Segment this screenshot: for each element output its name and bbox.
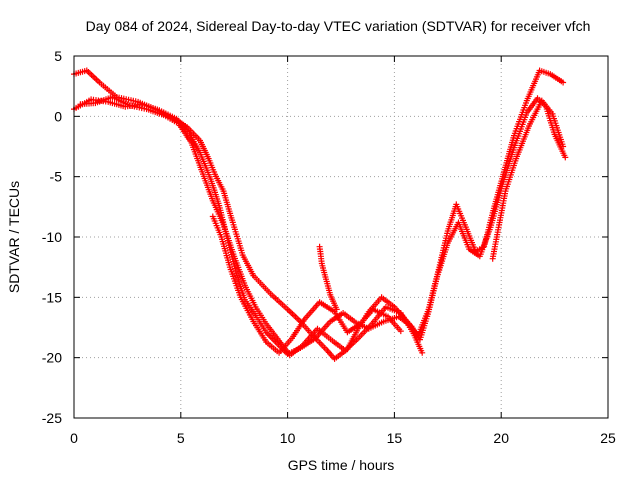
y-tick-label: -15 xyxy=(42,289,62,305)
data-layer xyxy=(71,67,569,362)
series-markers xyxy=(77,94,426,359)
chart-title: Day 084 of 2024, Sidereal Day-to-day VTE… xyxy=(86,18,591,34)
x-tick-label: 0 xyxy=(70,430,78,446)
x-tick-label: 10 xyxy=(280,430,296,446)
x-axis-label: GPS time / hours xyxy=(288,457,395,473)
y-axis-label: SDTVAR / TECUs xyxy=(6,181,22,293)
series-markers xyxy=(489,97,567,262)
series-track-c xyxy=(77,94,426,359)
y-tick-label: -20 xyxy=(42,350,62,366)
x-tick-label: 20 xyxy=(493,430,509,446)
tick-layer: 0 5 10 15 20 25 5 0 -5 -10 -15 -20 -25 xyxy=(42,48,616,446)
series-track-e xyxy=(316,243,340,313)
y-tick-label: -5 xyxy=(50,169,63,185)
x-tick-label: 15 xyxy=(387,430,403,446)
y-tick-label: -10 xyxy=(42,229,62,245)
series-track-d xyxy=(209,213,404,356)
series-markers xyxy=(209,213,404,356)
y-tick-label: 0 xyxy=(54,108,62,124)
x-tick-label: 25 xyxy=(600,430,616,446)
y-tick-label: 5 xyxy=(54,48,62,64)
series-markers xyxy=(316,243,340,313)
series-track-f xyxy=(489,97,567,262)
x-tick-label: 5 xyxy=(177,430,185,446)
grid-layer xyxy=(74,56,608,418)
y-tick-label: -25 xyxy=(42,410,62,426)
